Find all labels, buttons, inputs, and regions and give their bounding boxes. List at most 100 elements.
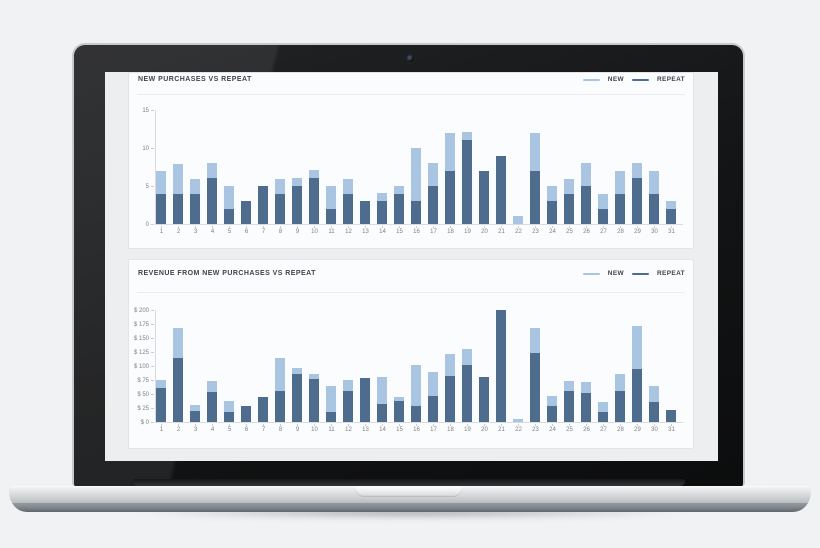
legend-label-repeat: REPEAT [657,76,685,83]
x-tick-mark [654,226,655,228]
y-tick: $ 50 [129,391,154,398]
bar-segment-new [394,397,404,401]
y-tick-label: $ 200 [133,307,149,314]
x-axis: 1 2 3 4 5 6 7 8 9 10 11 12 13 14 15 16 17 18 19 20 21 22 23 24 2… [156,424,683,433]
bar-segment-new [462,132,472,140]
bar-segment-new [190,405,200,411]
bar-segment-repeat [343,194,353,224]
bar-segment-repeat [241,406,251,422]
bar-segment-new [428,163,438,186]
x-tick: 30 [649,424,666,433]
x-tick-label: 18 [447,229,454,235]
bar-column [326,186,343,224]
x-tick-mark [433,226,434,228]
x-tick: 14 [377,226,394,235]
bar-column [207,381,224,422]
y-tick: $ 150 [129,335,154,342]
y-tick: $ 100 [129,363,154,370]
bar-column [564,179,581,224]
x-tick-label: 30 [651,229,658,235]
bar-segment-repeat [292,374,302,422]
bar-segment-new [462,349,472,365]
bar-segment-repeat [598,209,608,224]
chart-card-purchases: NEW PURCHASES VS REPEAT NEW REPEAT 15 10 5… [128,72,694,249]
x-tick-mark [195,424,196,426]
x-tick-mark [518,226,519,228]
bar-segment-new [530,133,540,171]
x-tick-mark [637,424,638,426]
bar-column [156,380,173,422]
x-tick-label: 21 [498,229,505,235]
bar-column [581,163,598,224]
bar-segment-repeat [581,393,591,422]
x-tick-label: 13 [362,427,369,433]
bar-column [411,148,428,224]
bar-segment-new [666,201,676,209]
x-tick: 15 [394,226,411,235]
bar-column [258,397,275,422]
x-tick: 21 [496,226,513,235]
bar-segment-repeat [428,396,438,422]
y-tick-label: $ 100 [133,363,149,370]
x-tick: 20 [479,424,496,433]
bar-column [190,405,207,422]
bar-segment-new [377,193,387,201]
bar-column [530,133,547,224]
x-tick-mark [348,424,349,426]
x-tick: 26 [581,424,598,433]
bar-segment-repeat [190,194,200,224]
x-tick-mark [450,424,451,426]
x-tick-label: 2 [176,427,181,433]
x-tick-mark [212,226,213,228]
x-tick-mark [569,226,570,228]
x-tick-label: 15 [396,427,403,433]
bar-column [224,401,241,422]
y-tick: $ 175 [129,321,154,328]
x-tick-mark [552,226,553,228]
x-tick-mark [263,424,264,426]
x-tick: 6 [241,226,258,235]
y-tick: 15 [129,107,154,114]
bar-segment-repeat [224,209,234,224]
bar-column [462,349,479,422]
bar-segment-repeat [258,186,268,224]
bar-segment-repeat [377,404,387,422]
bar-segment-repeat [649,402,659,422]
bar-segment-new [598,402,608,412]
bar-segment-new [513,419,523,422]
x-tick-mark [365,226,366,228]
x-tick-label: 22 [515,427,522,433]
legend: NEW REPEAT [582,76,685,83]
bar-segment-repeat [224,412,234,422]
bar-column [598,402,615,422]
bar-segment-new [598,194,608,209]
x-tick-mark [331,424,332,426]
x-tick-label: 11 [328,427,335,433]
x-tick-label: 27 [600,427,607,433]
bar-column [479,171,496,224]
x-tick-mark [501,226,502,228]
y-tick: $ 25 [129,405,154,412]
bar-segment-repeat [615,194,625,224]
bar-column [598,194,615,224]
bar-column [258,186,275,224]
bar-segment-repeat [479,377,489,422]
x-tick: 25 [564,424,581,433]
bar-segment-repeat [173,358,183,422]
x-tick-mark [484,424,485,426]
bar-segment-repeat [156,194,166,224]
x-tick-label: 14 [379,229,386,235]
y-tick-mark [151,366,154,367]
x-tick: 4 [207,226,224,235]
bar-segment-new [513,216,523,224]
bar-column [326,386,343,422]
x-tick: 28 [615,226,632,235]
x-tick-mark [535,424,536,426]
x-tick: 21 [496,424,513,433]
bar-segment-repeat [547,406,557,422]
y-tick-label: 10 [142,145,149,152]
bar-segment-repeat [445,171,455,224]
x-tick-label: 19 [464,427,471,433]
x-tick: 15 [394,424,411,433]
x-axis: 1 2 3 4 5 6 7 8 9 10 11 12 13 14 15 16 17 18 19 20 21 22 23 24 2… [156,226,683,235]
